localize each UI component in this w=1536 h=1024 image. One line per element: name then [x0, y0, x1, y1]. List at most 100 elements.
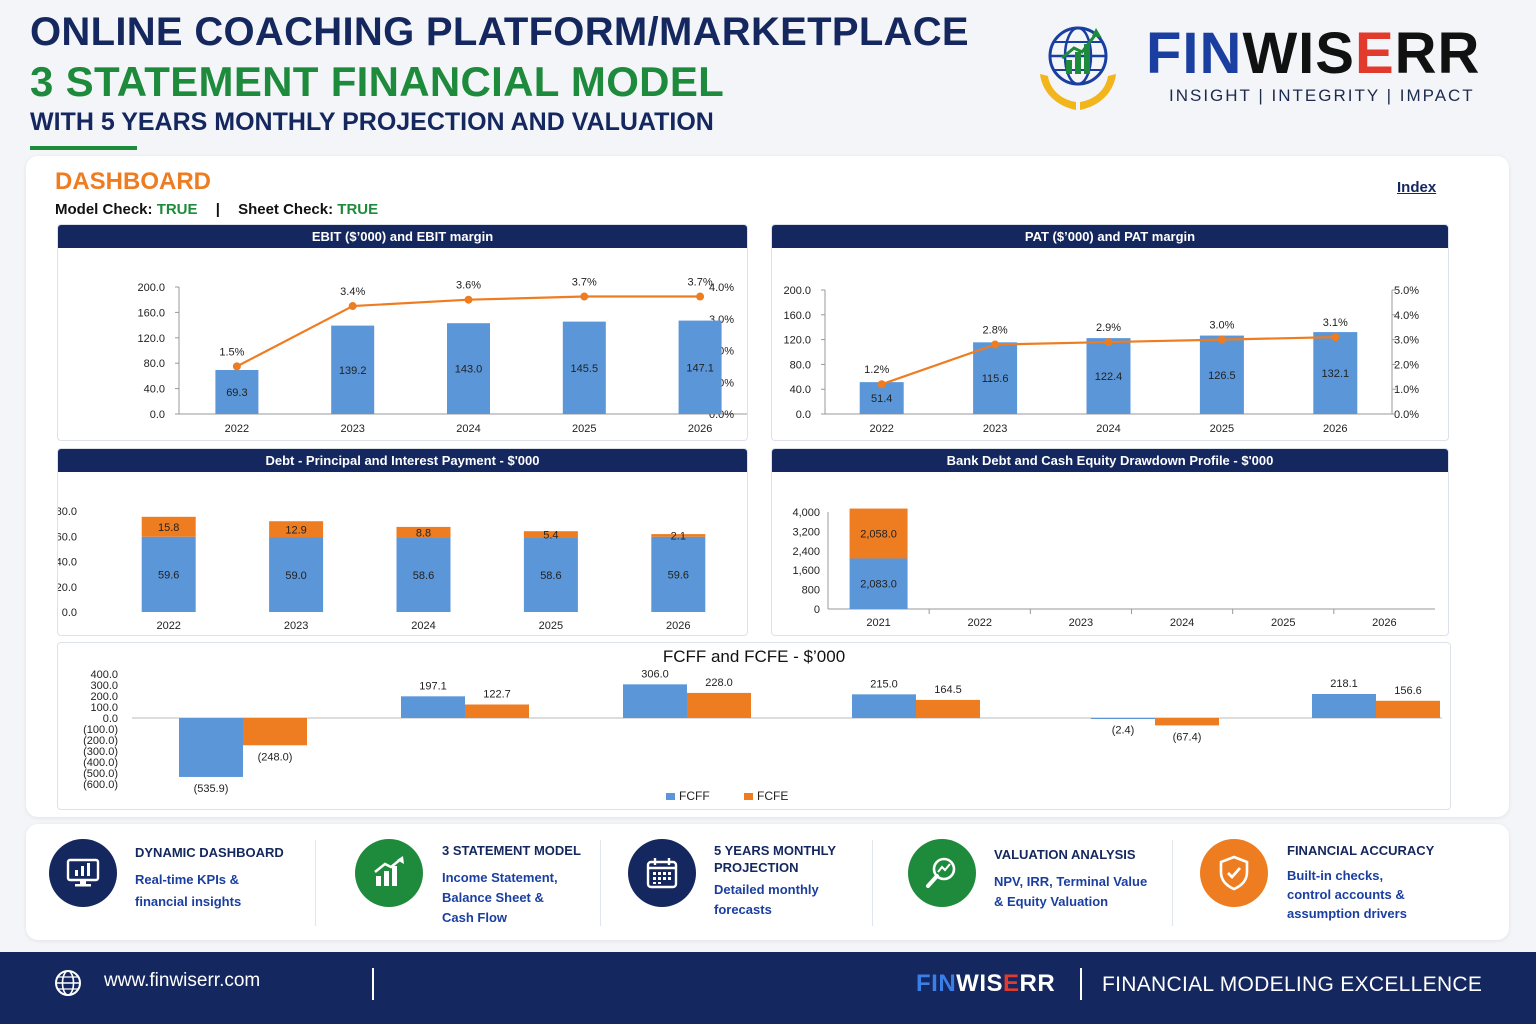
magnifier-chart-icon — [908, 839, 976, 907]
bar-value-label: 5.4 — [543, 530, 558, 542]
brand-part-e: E — [1354, 21, 1395, 86]
bar-value-label: 115.6 — [982, 373, 1009, 385]
y2-tick-label: 1.0% — [1394, 384, 1419, 396]
margin-value-label: 1.5% — [219, 346, 244, 358]
stacked-bar-segment — [396, 526, 451, 539]
fcfe-bar — [465, 704, 529, 718]
feature-description-line: financial insights — [135, 894, 242, 909]
brand-wordmark: FINWISERR — [1146, 24, 1480, 84]
margin-point — [696, 292, 705, 301]
margin-value-label: 3.7% — [572, 277, 597, 289]
stacked-bar-segment — [141, 516, 196, 537]
fcff-chart: 400.0300.0200.0100.00.0(100.0)(200.0)(30… — [83, 668, 1442, 803]
fcfe-bar — [1376, 700, 1440, 718]
y-tick-label: (600.0) — [83, 779, 118, 791]
y2-tick-label: 0.0% — [1394, 409, 1419, 421]
y-tick-label: 80.0 — [144, 358, 165, 370]
y-tick-label: 400.0 — [90, 669, 118, 681]
bar-value-label: 197.1 — [419, 680, 447, 692]
model-check-label: Model Check: — [55, 201, 153, 218]
margin-point — [1217, 335, 1226, 344]
bar-value-label: 145.5 — [571, 363, 599, 375]
y-tick-label: 80.0 — [58, 506, 77, 518]
x-tick-label: 2025 — [1271, 617, 1295, 629]
x-tick-label: 2024 — [1170, 617, 1194, 629]
shield-check-icon — [1200, 839, 1268, 907]
y-tick-label: (400.0) — [83, 757, 118, 769]
pat-chart: 200.0 160.0 120.0 80.0 40.0 0.0 5.0% 4.0% 3.0% 2.… — [783, 285, 1419, 435]
y-tick-label: 0 — [814, 604, 820, 616]
footer-brand: FINWISERR — [916, 970, 1055, 998]
y-tick-label: 3,200 — [792, 526, 820, 538]
margin-value-label: 3.0% — [1209, 320, 1234, 332]
model-check-value: TRUE — [156, 201, 198, 218]
bar-value-label: 156.6 — [1394, 685, 1422, 697]
bar-value-label: 2.1 — [671, 530, 686, 542]
footer-brand-fin: FIN — [916, 970, 957, 997]
fcfe-bar — [1155, 718, 1219, 726]
header-title-line2: 3 STATEMENT FINANCIAL MODEL — [30, 58, 725, 105]
fcff-bar — [1091, 718, 1155, 719]
bar-value-label: 15.8 — [158, 522, 179, 534]
bar-value-label: 2,058.0 — [860, 529, 897, 541]
fcfe-bar — [916, 699, 980, 718]
feature-item: VALUATION ANALYSIS NPV, IRR, Terminal Val… — [908, 836, 1168, 926]
fcff-bar — [623, 684, 687, 718]
pat-chart-panel: PAT ($’000) and PAT margin 200.0 160.0 120… — [771, 224, 1449, 441]
bar-value-label: 59.6 — [158, 569, 179, 581]
bar-value-label: 122.7 — [483, 689, 511, 701]
sheet-check-value: TRUE — [337, 201, 379, 218]
y-tick-label: (200.0) — [83, 735, 118, 747]
index-link[interactable]: Index — [1397, 179, 1437, 196]
fcff-chart-panel: FCFF and FCFE - $’000 400.0 300.0 200.0 100… — [57, 642, 1451, 810]
footer-brand-e: E — [1003, 970, 1020, 997]
y-tick-label: 160.0 — [783, 310, 811, 322]
footer-bar — [0, 952, 1536, 1024]
bar-value-label: 2,083.0 — [860, 579, 897, 591]
bar-value-label: 59.0 — [285, 570, 306, 582]
globe-hands-logo-icon — [1040, 26, 1116, 110]
feature-description-line: control accounts & — [1287, 887, 1405, 902]
margin-point — [348, 302, 357, 311]
stacked-bar-segment — [849, 558, 908, 609]
debt-chart-title: Debt - Principal and Interest Payment - … — [58, 449, 747, 472]
header-underline — [30, 146, 137, 150]
feature-description-line: forecasts — [714, 902, 772, 917]
feature-description-line: Balance Sheet & — [442, 890, 544, 905]
bar — [1199, 335, 1244, 414]
pat-chart-title: PAT ($’000) and PAT margin — [772, 225, 1448, 248]
feature-description-line: Real-time KPIs & — [135, 872, 240, 887]
stacked-bar-segment — [396, 538, 451, 612]
y-tick-label: (500.0) — [83, 768, 118, 780]
y-tick-label: 80.0 — [790, 359, 811, 371]
bar — [331, 325, 375, 414]
bar-value-label: 164.5 — [934, 684, 962, 696]
margin-value-label: 2.9% — [1096, 322, 1121, 334]
debt-chart-panel: Debt - Principal and Interest Payment - … — [57, 448, 748, 636]
feature-description-line: Income Statement, — [442, 870, 558, 885]
feature-divider — [315, 840, 316, 926]
stacked-bar-segment — [849, 508, 908, 559]
bar-value-label: (67.4) — [1173, 731, 1202, 743]
y2-tick-label: 2.0% — [1394, 359, 1419, 371]
monitor-chart-icon — [49, 839, 117, 907]
feature-title: 5 YEARS MONTHLY PROJECTION — [714, 843, 837, 875]
y-tick-label: 1,600 — [792, 565, 820, 577]
feature-item: 3 STATEMENT MODEL Income Statement, Balanc… — [355, 836, 615, 926]
bar — [973, 342, 1018, 414]
footer-website-link[interactable]: www.finwiserr.com — [104, 970, 261, 991]
brand-part-rr: RR — [1394, 21, 1481, 86]
header-title-line3: WITH 5 YEARS MONTHLY PROJECTION AND VALU… — [30, 108, 714, 136]
y2-tick-label: 3.0% — [1394, 335, 1419, 347]
y-tick-label: 300.0 — [90, 680, 118, 692]
brand-part-fin: FIN — [1146, 21, 1243, 86]
check-separator: | — [215, 201, 220, 218]
x-tick-label: 2023 — [284, 620, 308, 632]
fcff-bar — [179, 718, 243, 777]
dashboard-title: DASHBOARD — [55, 168, 211, 195]
bar — [562, 321, 606, 414]
ebit-chart: 200.0160.0120.080.040.00.04.0%3.0%2.0%1.… — [137, 277, 747, 435]
bar-value-label: 51.4 — [871, 393, 892, 405]
bar-value-label: 215.0 — [870, 678, 898, 690]
y2-tick-label: 4.0% — [1394, 310, 1419, 322]
